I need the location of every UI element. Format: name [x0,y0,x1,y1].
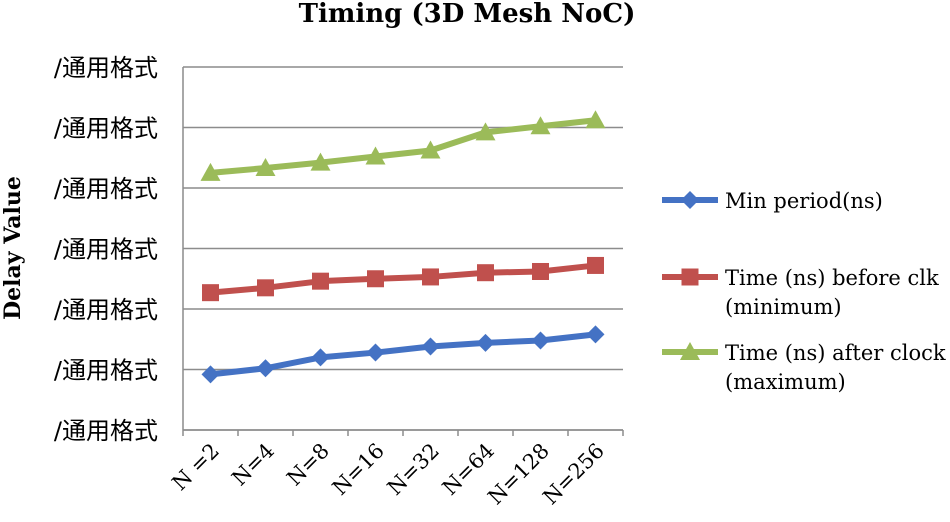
data-point [420,140,441,159]
axes [182,67,624,436]
series-line-1 [210,331,596,378]
data-point [530,116,551,135]
y-tick-label: /通用格式 [54,54,158,82]
data-point [422,268,439,286]
legend-label: Time (ns) after clock [725,341,946,365]
data-point [532,262,549,280]
legend-label: Time (ns) before clk [725,266,939,290]
series-line-3 [210,117,596,176]
data-point [587,256,604,274]
chart-title: Timing (3D Mesh NoC) [299,0,636,29]
y-tick-label: /通用格式 [54,417,158,445]
x-tick-label: N=256 [538,439,609,510]
y-tick-labels: /通用格式/通用格式/通用格式/通用格式/通用格式/通用格式/通用格式 [54,54,158,445]
x-tick-label: N=4 [227,439,279,491]
y-tick-label: /通用格式 [54,296,158,324]
legend-marker [681,191,699,209]
y-axis-label: Delay Value [0,176,26,320]
data-point [475,122,496,141]
legend-label: (minimum) [725,295,842,319]
gridlines [183,66,623,431]
legend-label: Min period(ns) [725,189,883,213]
data-point [367,270,384,288]
legend-label: (maximum) [725,370,846,394]
series-line-2 [210,262,596,296]
y-tick-label: /通用格式 [54,115,158,143]
data-point [365,146,386,165]
legend: Min period(ns) Time (ns) before clk (minim… [662,189,946,394]
data-point [255,158,276,177]
data-point [312,272,329,290]
data-point [201,365,220,384]
data-point [476,333,495,352]
legend-marker [681,268,699,286]
y-tick-label: /通用格式 [54,357,158,385]
x-tick-label: N=32 [383,439,444,500]
y-tick-label: /通用格式 [54,175,158,203]
series-group [200,110,606,384]
data-point [585,110,606,129]
data-point [257,279,274,297]
data-point [256,359,275,378]
data-point [477,264,494,282]
x-tick-label: N=8 [282,439,334,491]
legend-marker [680,342,700,360]
data-point [200,162,221,181]
y-tick-label: /通用格式 [54,236,158,264]
x-tick-label: N =2 [167,439,224,496]
data-point [586,325,605,344]
data-point [311,348,330,367]
data-point [421,337,440,356]
x-tick-label: N=16 [328,439,389,500]
data-point [202,284,219,302]
data-point [366,343,385,362]
data-point [310,152,331,171]
data-point [531,331,550,350]
